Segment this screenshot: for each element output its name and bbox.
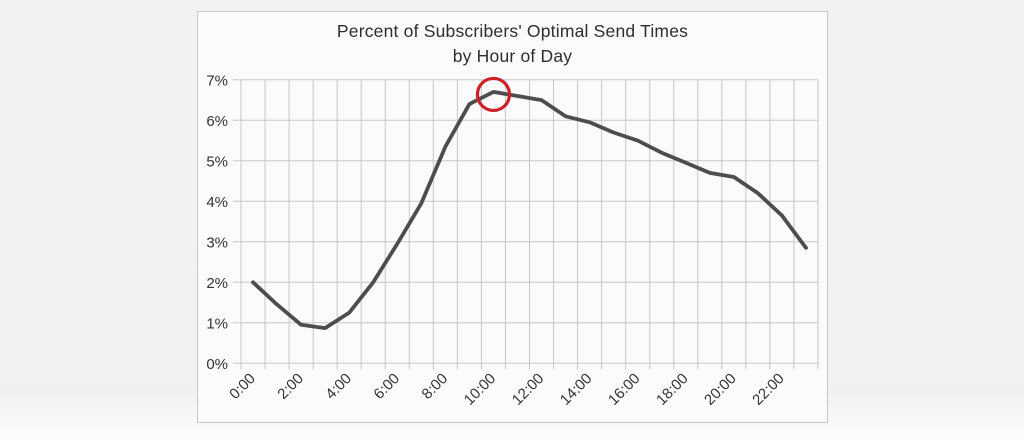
x-axis-label: 20:00	[701, 370, 740, 409]
chart-subtitle: by Hour of Day	[452, 46, 573, 66]
x-axis-label: 6:00	[370, 370, 403, 403]
x-axis-label: 8:00	[419, 370, 452, 403]
series-line	[251, 90, 808, 331]
y-axis-label: 5%	[206, 153, 228, 170]
chart-panel: Percent of Subscribers' Optimal Send Tim…	[197, 11, 828, 423]
y-axis-label: 3%	[206, 234, 228, 251]
y-axis-label: 4%	[206, 194, 228, 211]
chart-title: Percent of Subscribers' Optimal Send Tim…	[336, 21, 689, 41]
x-axis-label: 16:00	[605, 370, 644, 409]
x-axis-label: 22:00	[749, 370, 788, 409]
x-axis-label: 2:00	[274, 370, 307, 403]
chart-title-block: Percent of Subscribers' Optimal Send Tim…	[198, 19, 827, 69]
y-axis-label: 7%	[206, 72, 228, 89]
x-axis-label: 14:00	[557, 370, 596, 409]
x-axis-label: 4:00	[322, 370, 355, 403]
x-axis-label: 0:00	[226, 370, 259, 403]
y-axis-label: 0%	[206, 356, 228, 373]
plot-svg: 0% 1% 2% 3% 4% 5% 6% 7% 0:00 2:00 4:00 6:00 8:00 10:0…	[206, 72, 819, 409]
x-axis-label: 10:00	[461, 370, 500, 409]
y-axis-label: 2%	[206, 275, 228, 292]
x-axis-label: 12:00	[509, 370, 548, 409]
y-axis-label: 1%	[206, 315, 228, 332]
peak-highlight-circle	[475, 76, 512, 113]
x-axis-label: 18:00	[653, 370, 692, 409]
y-axis-label: 6%	[206, 113, 228, 130]
